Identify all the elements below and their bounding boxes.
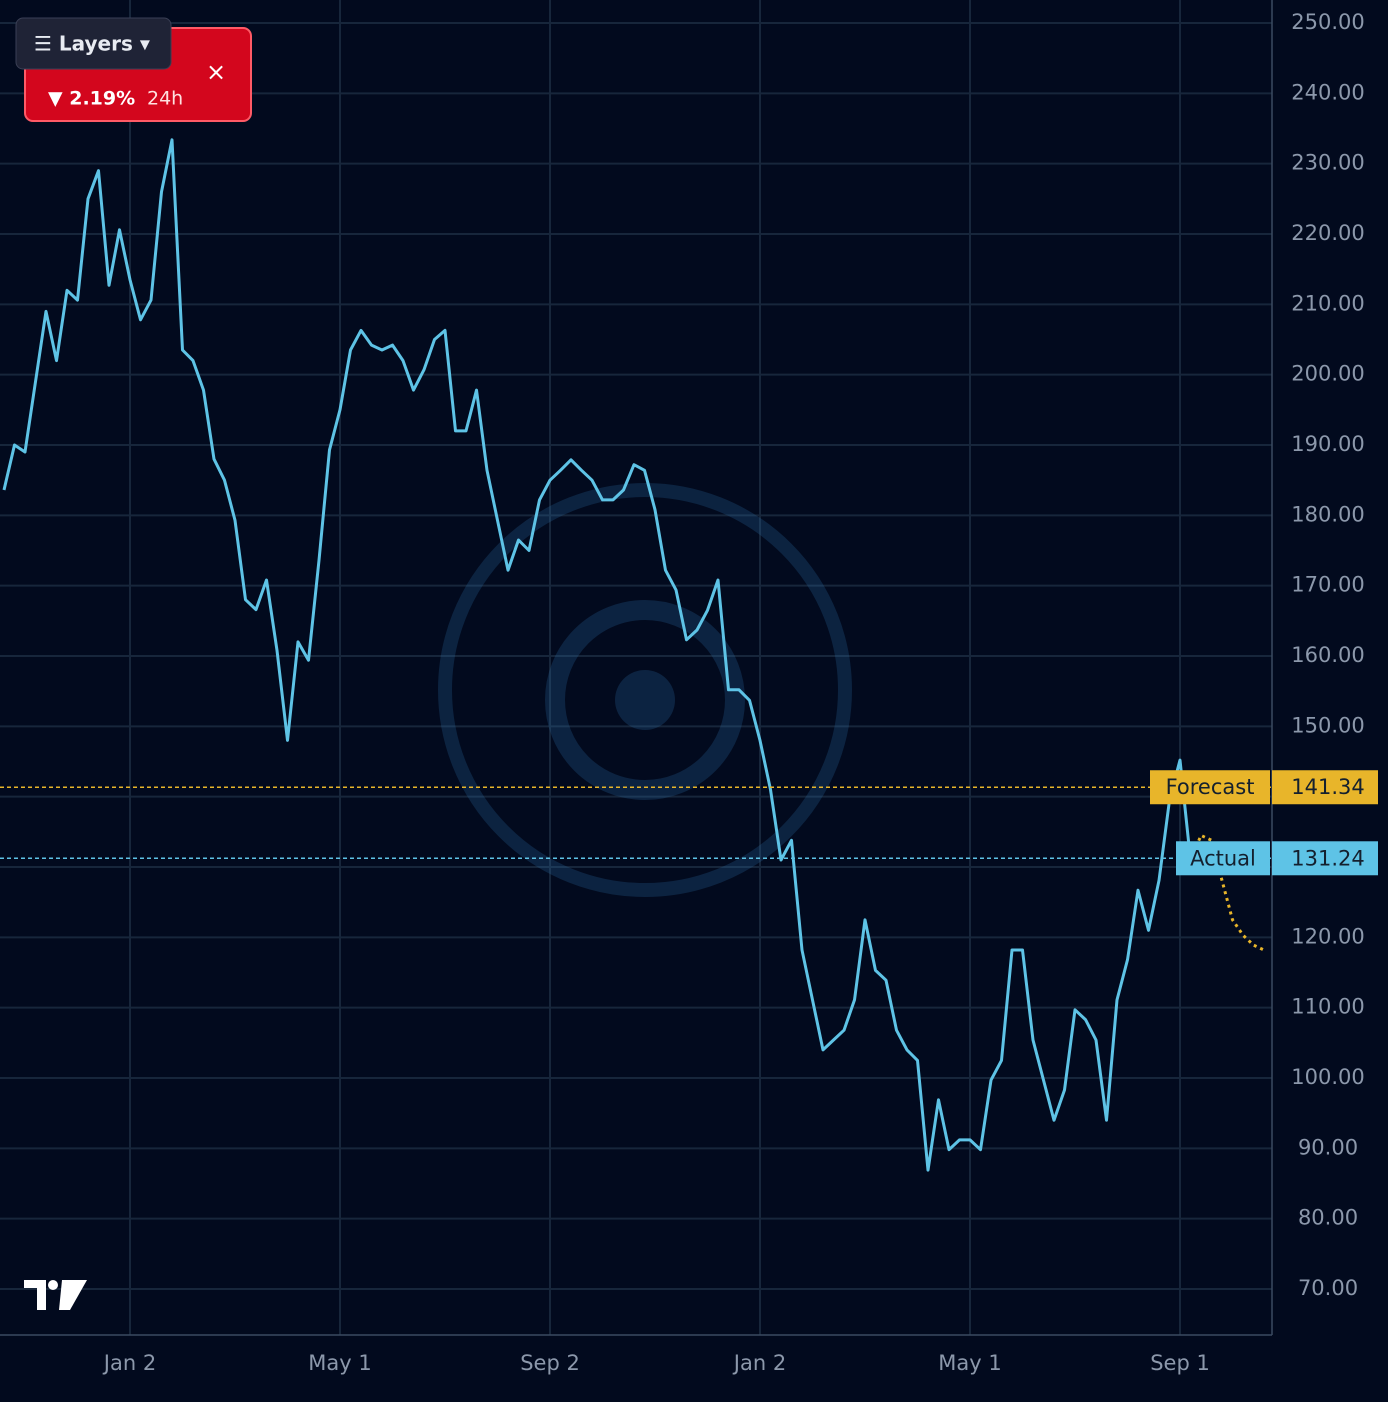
reference-name-box bbox=[1176, 841, 1270, 876]
y-tick-label: 170.00 bbox=[1291, 573, 1364, 597]
reference-name-box bbox=[1150, 770, 1270, 805]
y-tick-label: 210.00 bbox=[1291, 291, 1364, 315]
x-tick-label: Jan 2 bbox=[732, 1351, 786, 1375]
reference-value: 131.24 bbox=[1291, 846, 1364, 870]
y-tick-label: 90.00 bbox=[1298, 1135, 1358, 1159]
plot bbox=[0, 138, 1272, 1172]
layers-box[interactable] bbox=[15, 17, 172, 70]
watermark bbox=[438, 483, 852, 897]
y-tick-label: 110.00 bbox=[1291, 995, 1364, 1019]
reference-value-box bbox=[1272, 841, 1378, 876]
y-tick-label: 230.00 bbox=[1291, 151, 1364, 175]
y-tick-label: 160.00 bbox=[1291, 643, 1364, 667]
y-tick-label: 200.00 bbox=[1291, 362, 1364, 386]
series-line bbox=[2, 138, 1192, 1172]
grid bbox=[0, 0, 1272, 1335]
x-tick-label: Sep 1 bbox=[1150, 1351, 1210, 1375]
reference-name: Actual bbox=[1190, 846, 1256, 870]
y-tick-label: 100.00 bbox=[1291, 1065, 1364, 1089]
layers-button[interactable]: ☰ Layers ▾ bbox=[15, 17, 172, 70]
y-tick-label: 150.00 bbox=[1291, 713, 1364, 737]
x-tick-label: Sep 2 bbox=[520, 1351, 580, 1375]
series-line bbox=[1189, 833, 1265, 952]
reference-value: 141.34 bbox=[1291, 775, 1364, 799]
y-tick-label: 80.00 bbox=[1298, 1206, 1358, 1230]
y-tick-label: 120.00 bbox=[1291, 924, 1364, 948]
y-tick-label: 190.00 bbox=[1291, 432, 1364, 456]
reference-name: Forecast bbox=[1166, 775, 1255, 799]
y-tick-label: 70.00 bbox=[1298, 1276, 1358, 1300]
y-tick-label: 240.00 bbox=[1291, 80, 1364, 104]
period: 24h bbox=[147, 88, 183, 110]
close-button[interactable]: × bbox=[206, 58, 226, 86]
layers-label[interactable]: ☰ Layers ▾ bbox=[34, 32, 150, 56]
change: ▼ 2.19% bbox=[48, 88, 135, 110]
x-tick-label: May 1 bbox=[938, 1351, 1001, 1375]
y-tick-label: 180.00 bbox=[1291, 502, 1364, 526]
y-tick-label: 220.00 bbox=[1291, 221, 1364, 245]
logo bbox=[24, 1280, 87, 1310]
x-tick-label: Jan 2 bbox=[102, 1351, 156, 1375]
y-tick-label: 250.00 bbox=[1291, 10, 1364, 34]
x-tick-label: May 1 bbox=[308, 1351, 371, 1375]
reference-value-box bbox=[1272, 770, 1378, 805]
